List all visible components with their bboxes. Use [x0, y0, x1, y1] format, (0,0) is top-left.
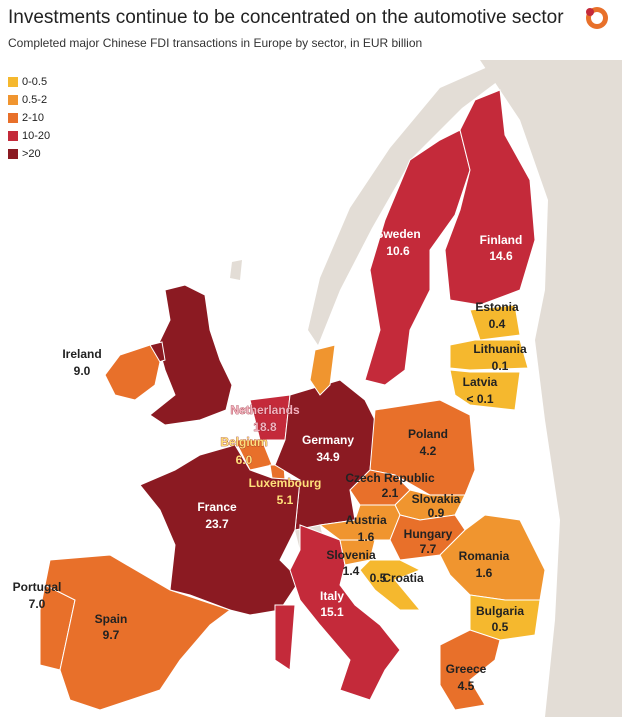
country-shape — [449, 339, 529, 371]
country-value: 4.2 — [420, 444, 437, 458]
legend-swatch — [8, 95, 18, 105]
legend-label: 0.5-2 — [22, 94, 47, 106]
country-value: 34.9 — [316, 450, 340, 464]
country-name: Italy — [320, 589, 344, 603]
country-value: 7.7 — [420, 542, 437, 556]
country-value: 2.1 — [382, 486, 399, 500]
country-value: 0.4 — [489, 317, 506, 331]
country-name: Czech Republic — [345, 471, 435, 485]
country-name: Finland — [480, 233, 523, 247]
country-value: 5.1 — [277, 493, 294, 507]
country-value: 0.1 — [492, 359, 509, 373]
country-name: Portugal — [13, 580, 62, 594]
country-name: United Kingdom — [104, 270, 197, 284]
country-shape — [289, 524, 401, 701]
country-value: 15.1 — [320, 605, 344, 619]
country-value: 9.7 — [103, 628, 120, 642]
country-value: 9.0 — [74, 364, 91, 378]
country-name: Spain — [95, 612, 128, 626]
country-name: Romania — [459, 549, 510, 563]
country-shape — [359, 559, 422, 611]
country-value: 7.0 — [29, 597, 46, 611]
country-name: Sweden — [375, 227, 420, 241]
country-name: Poland — [408, 427, 448, 441]
country-name: Slovakia — [412, 492, 461, 506]
country-value: 84.3 — [138, 287, 162, 301]
legend-swatch — [8, 113, 18, 123]
country-shape — [444, 89, 536, 306]
legend-swatch — [8, 131, 18, 141]
country-value: 23.7 — [205, 517, 229, 531]
country-name: Bulgaria — [476, 604, 524, 618]
country-name: France — [197, 500, 237, 514]
country-name: Latvia — [463, 375, 498, 389]
country-value: 10.6 — [386, 244, 410, 258]
labels: United Kingdom 84.3 Ireland 9.0 Netherlands 1… — [13, 227, 527, 693]
country-value: 1.4 — [343, 564, 360, 578]
legend-swatch — [8, 77, 18, 87]
country-value: 1.6 — [358, 530, 375, 544]
country-name: Belgium — [220, 435, 267, 449]
country-shape — [274, 604, 296, 671]
country-shape — [469, 304, 521, 341]
country-name: Estonia — [475, 300, 519, 314]
legend-label: 10-20 — [22, 130, 50, 142]
country-name: Netherlands — [230, 403, 300, 417]
country-name: Slovenia — [326, 548, 376, 562]
subtitle: Completed major Chinese FDI transactions… — [8, 36, 422, 50]
country-shape — [104, 344, 161, 401]
country-name: Ireland — [62, 347, 101, 361]
legend-label: 0-0.5 — [22, 76, 47, 88]
country-value: 18.8 — [253, 420, 277, 434]
country-value: < 0.1 — [466, 392, 493, 406]
legend: 0-0.5 0.5-2 2-10 10-20 >20 — [8, 76, 50, 160]
title: Investments continue to be concentrated … — [8, 7, 564, 28]
country-shape — [139, 444, 301, 616]
country-name: Croatia — [382, 571, 424, 585]
legend-label: >20 — [22, 148, 41, 160]
country-name: Lithuania — [473, 342, 527, 356]
country-value: 0.5 — [370, 571, 387, 585]
country-shape — [44, 554, 232, 711]
country-value: 14.6 — [489, 249, 513, 263]
country-name: Austria — [345, 513, 387, 527]
country-name: Hungary — [404, 527, 453, 541]
countries — [39, 89, 546, 711]
country-name: Greece — [446, 662, 487, 676]
legend-swatch — [8, 149, 18, 159]
legend-label: 2-10 — [22, 112, 44, 124]
country-shape — [449, 369, 521, 411]
denmark — [309, 344, 336, 396]
country-name: Germany — [302, 433, 354, 447]
country-value: 0.9 — [428, 506, 445, 520]
country-value: 4.5 — [458, 679, 475, 693]
country-shape — [439, 629, 501, 711]
country-name: Luxembourg — [249, 476, 322, 490]
country-value: 0.5 — [492, 620, 509, 634]
country-value: 1.6 — [476, 566, 493, 580]
country-value: 6.0 — [236, 453, 253, 467]
logo — [586, 7, 608, 29]
country-shape — [439, 514, 546, 601]
